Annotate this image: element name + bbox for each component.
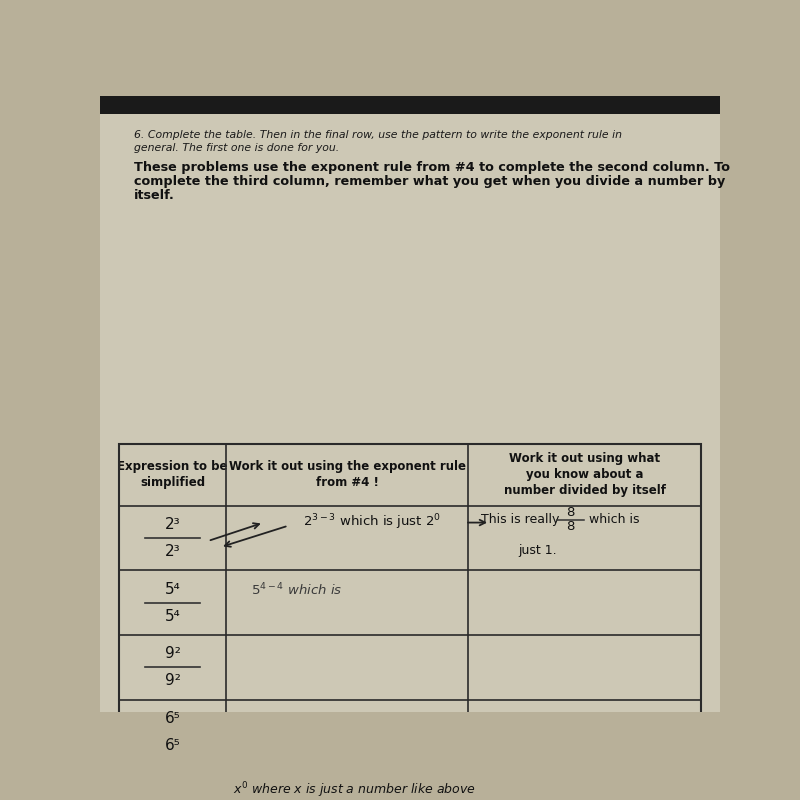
- Text: which is: which is: [589, 513, 640, 526]
- Bar: [100, 96, 720, 114]
- Text: complete the third column, remember what you get when you divide a number by: complete the third column, remember what…: [134, 175, 726, 188]
- Text: Work it out using what
you know about a
number divided by itself: Work it out using what you know about a …: [504, 452, 666, 498]
- Text: general. The first one is done for you.: general. The first one is done for you.: [134, 143, 339, 153]
- Text: Work it out using the exponent rule
from #4 !: Work it out using the exponent rule from…: [229, 460, 466, 490]
- Text: This is really: This is really: [481, 513, 559, 526]
- Text: 6. Complete the table. Then in the final row, use the pattern to write the expon: 6. Complete the table. Then in the final…: [134, 130, 622, 140]
- Text: 5⁴: 5⁴: [165, 582, 180, 597]
- Text: 2³: 2³: [165, 544, 180, 559]
- Text: Expression to be
simplified: Expression to be simplified: [118, 460, 228, 490]
- Text: 8: 8: [566, 506, 574, 518]
- Text: $5^{4-4}$ which is: $5^{4-4}$ which is: [251, 582, 342, 598]
- Text: 2³: 2³: [165, 517, 180, 532]
- Text: These problems use the exponent rule from #4 to complete the second column. To: These problems use the exponent rule fro…: [134, 161, 730, 174]
- Text: 9²: 9²: [165, 646, 181, 662]
- Bar: [118, 444, 702, 800]
- Text: 5⁴: 5⁴: [165, 609, 180, 624]
- Text: $2^{3-3}$ which is just $2^0$: $2^{3-3}$ which is just $2^0$: [303, 513, 441, 532]
- Text: just 1.: just 1.: [518, 544, 557, 557]
- Text: itself.: itself.: [134, 189, 175, 202]
- Text: $x^0$ where $x$ is just a number like above: $x^0$ where $x$ is just a number like ab…: [233, 781, 475, 800]
- Text: 8: 8: [566, 520, 574, 534]
- Text: 9²: 9²: [165, 674, 181, 688]
- Text: 6⁵: 6⁵: [165, 738, 180, 753]
- Text: 6⁵: 6⁵: [165, 711, 180, 726]
